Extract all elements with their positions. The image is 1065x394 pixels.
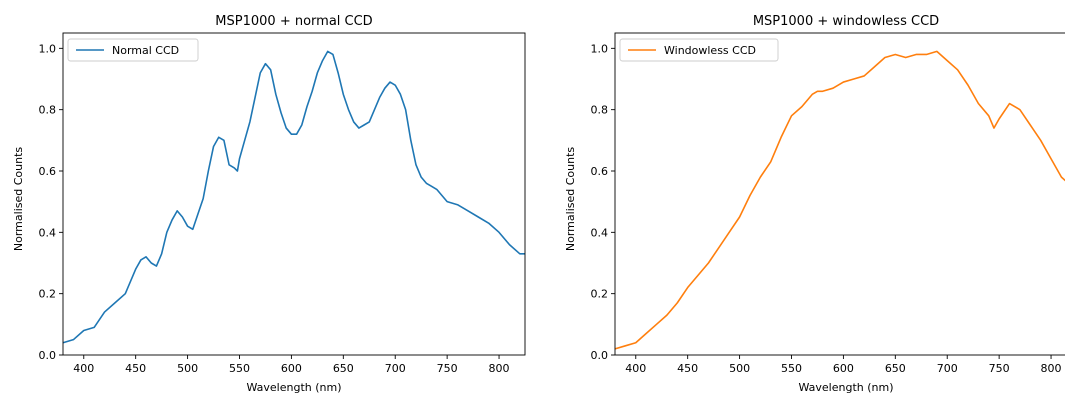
y-tick-label: 0.0 xyxy=(591,349,609,362)
x-tick-label: 700 xyxy=(385,362,406,375)
y-tick-label: 0.8 xyxy=(591,104,609,117)
x-tick-label: 450 xyxy=(677,362,698,375)
x-tick-label: 550 xyxy=(229,362,250,375)
y-tick-label: 0.6 xyxy=(591,165,609,178)
axes-frame xyxy=(62,32,526,356)
x-tick-label: 750 xyxy=(989,362,1010,375)
x-tick-label: 800 xyxy=(1041,362,1062,375)
x-tick-label: 600 xyxy=(281,362,302,375)
x-tick-label: 700 xyxy=(937,362,958,375)
y-tick-label: 0.4 xyxy=(39,226,57,239)
legend-label: Normal CCD xyxy=(112,44,179,57)
chart-title: MSP1000 + windowless CCD xyxy=(753,14,939,29)
legend: Normal CCD xyxy=(67,38,199,62)
legend: Windowless CCD xyxy=(619,38,779,62)
axes-frame xyxy=(614,32,1065,356)
series-line-0 xyxy=(62,50,525,344)
y-tick-label: 1.0 xyxy=(591,42,609,55)
legend-label: Windowless CCD xyxy=(664,44,756,57)
right-chart-panel: MSP1000 + windowless CCD Wavelength (nm)… xyxy=(564,14,1065,394)
x-tick-label: 400 xyxy=(73,362,94,375)
x-axis-label: Wavelength (nm) xyxy=(798,381,893,394)
x-tick-label: 450 xyxy=(125,362,146,375)
y-axis-label: Normalised Counts xyxy=(564,147,577,252)
legend-box xyxy=(619,38,779,62)
y-tick-label: 0.0 xyxy=(39,349,57,362)
y-tick-label: 0.4 xyxy=(591,226,609,239)
y-tick-label: 0.8 xyxy=(39,104,57,117)
y-tick-label: 0.2 xyxy=(39,288,57,301)
x-tick-label: 800 xyxy=(489,362,510,375)
chart-title: MSP1000 + normal CCD xyxy=(215,14,372,29)
x-tick-label: 750 xyxy=(437,362,458,375)
x-tick-label: 600 xyxy=(833,362,854,375)
x-tick-label: 500 xyxy=(177,362,198,375)
x-axis-label: Wavelength (nm) xyxy=(246,381,341,394)
x-tick-label: 650 xyxy=(333,362,354,375)
x-tick-label: 550 xyxy=(781,362,802,375)
legend-box xyxy=(67,38,199,62)
x-tick-label: 400 xyxy=(625,362,646,375)
left-chart-panel: MSP1000 + normal CCD Wavelength (nm) Nor… xyxy=(12,14,526,394)
x-tick-label: 650 xyxy=(885,362,906,375)
series-line-0 xyxy=(614,50,1065,350)
y-tick-label: 0.6 xyxy=(39,165,57,178)
y-tick-label: 1.0 xyxy=(39,42,57,55)
y-axis-label: Normalised Counts xyxy=(12,147,25,252)
x-tick-label: 500 xyxy=(729,362,750,375)
y-tick-label: 0.2 xyxy=(591,288,609,301)
